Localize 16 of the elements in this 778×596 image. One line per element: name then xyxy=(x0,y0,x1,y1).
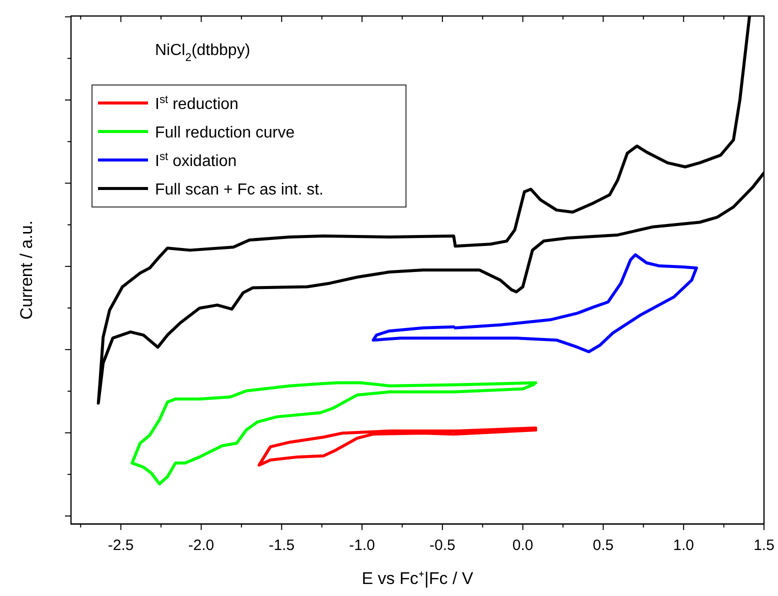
legend-label: Full scan + Fc as int. st. xyxy=(155,182,324,198)
legend-label: I$^{st}$ oxidation xyxy=(155,151,237,170)
y-axis-title: Current / a.u. xyxy=(17,220,36,320)
x-tick-label: 0.5 xyxy=(592,537,614,554)
x-tick-label: 1.5 xyxy=(754,537,774,554)
x-tick-label: -1.0 xyxy=(349,537,375,554)
x-tick-label: 0.0 xyxy=(512,537,534,554)
legend-label: Full reduction curve xyxy=(155,124,295,142)
legend-label: I$^{st}$ reduction xyxy=(155,94,238,113)
x-axis-title: E vs Fc⁺|Fc / V xyxy=(362,569,474,588)
x-tick-label: -1.5 xyxy=(268,537,295,554)
x-tick-label: -2.5 xyxy=(108,537,134,554)
x-tick-label: 1.0 xyxy=(673,537,694,554)
annotation: NiCl$_{2}$(dtbbpy) xyxy=(155,42,250,64)
x-tick-label: -2.0 xyxy=(188,537,214,554)
x-tick-label: -0.5 xyxy=(429,537,456,554)
